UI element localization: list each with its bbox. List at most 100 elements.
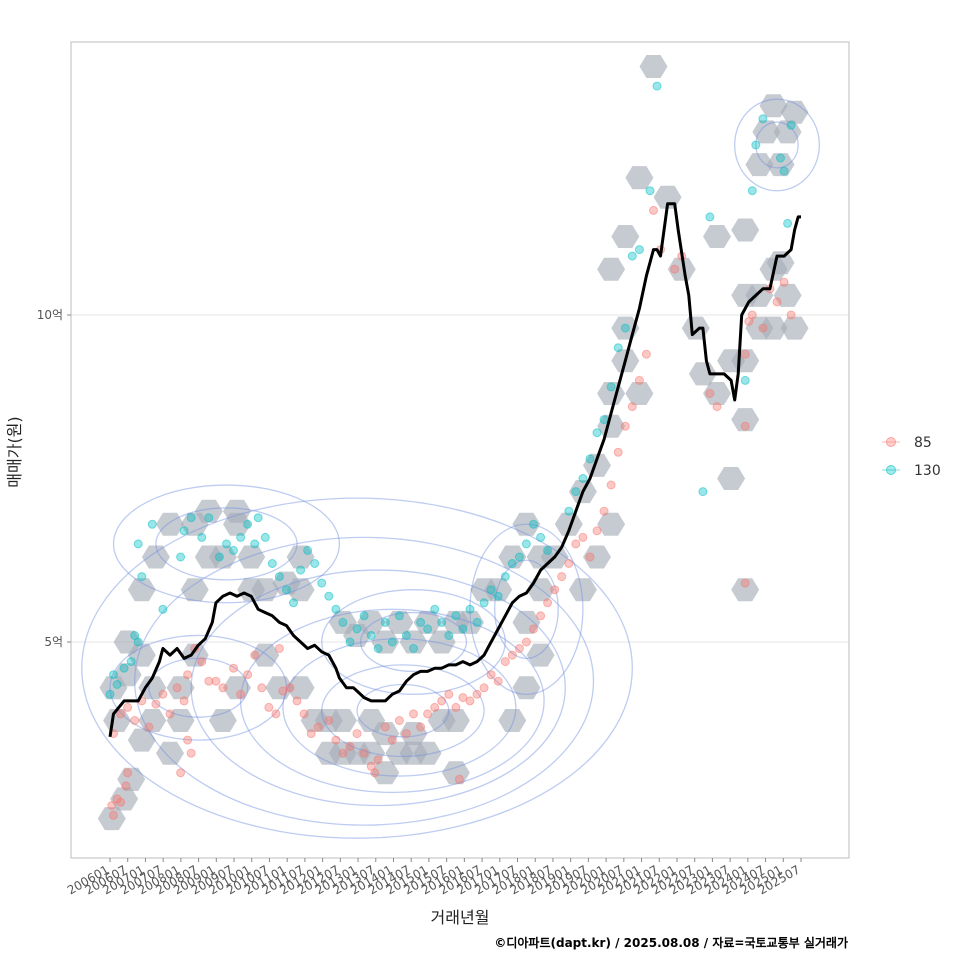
- point-130-60: [521, 539, 531, 549]
- point-85-91: [740, 349, 750, 359]
- point-85-11: [144, 722, 154, 732]
- hexbin-73: [498, 709, 527, 732]
- point-130-32: [324, 591, 334, 601]
- point-130-13: [186, 513, 196, 523]
- hexbin-39: [328, 709, 357, 732]
- point-85-5: [123, 768, 133, 778]
- density-contour-12: [148, 657, 249, 718]
- hexbin-93: [703, 382, 731, 405]
- point-130-61: [529, 519, 538, 529]
- y-tick-label-0: 5억: [44, 635, 63, 649]
- hexbin-28: [208, 709, 237, 732]
- point-85-85: [649, 205, 658, 215]
- hexbin-44: [371, 761, 400, 785]
- hexbin-86: [611, 225, 640, 248]
- hexbin-25: [237, 545, 266, 569]
- point-85-78: [599, 506, 609, 516]
- point-130-73: [627, 251, 637, 261]
- point-85-67: [521, 637, 531, 647]
- point-130-62: [536, 532, 546, 542]
- point-85-32: [271, 709, 281, 719]
- point-85-7: [116, 709, 126, 719]
- point-85-65: [507, 650, 517, 660]
- point-130-67: [585, 454, 595, 464]
- point-85-83: [634, 375, 644, 385]
- hexbin-67: [512, 610, 541, 634]
- median-price-line: [108, 202, 801, 738]
- hexbin-76: [583, 453, 611, 477]
- point-85-101: [370, 768, 380, 778]
- point-130-19: [236, 532, 246, 542]
- point-85-61: [479, 683, 489, 693]
- hexbin-13: [156, 512, 184, 536]
- point-130-81: [751, 140, 761, 150]
- point-85-77: [592, 526, 602, 536]
- density-contour-10: [155, 507, 298, 581]
- point-130-44: [409, 644, 418, 653]
- hexbin-74: [554, 512, 583, 536]
- hexbin-106: [745, 153, 774, 177]
- point-85-56: [444, 689, 454, 699]
- point-130-29: [303, 545, 313, 555]
- point-130-14: [197, 532, 207, 542]
- hexbin-56: [371, 630, 400, 654]
- point-130-39: [373, 644, 383, 653]
- point-85-48: [387, 735, 397, 745]
- x-axis-title: 거래년월: [431, 908, 490, 927]
- point-85-90: [712, 402, 722, 412]
- point-85-17: [183, 670, 193, 680]
- point-85-64: [500, 657, 510, 667]
- point-85-52: [416, 722, 426, 732]
- point-130-37: [359, 611, 369, 621]
- point-85-58: [458, 693, 468, 703]
- hexbin-18: [180, 578, 209, 602]
- point-130-15: [204, 513, 214, 523]
- hexbin-65: [498, 545, 527, 569]
- point-85-59: [465, 696, 475, 706]
- point-85-21: [183, 735, 193, 745]
- point-85-44: [359, 748, 369, 758]
- chart-caption: ©디아파트(dapt.kr) / 2025.08.08 / 자료=국토교통부 실…: [494, 935, 848, 950]
- point-130-9: [147, 519, 157, 529]
- density-contours: [81, 98, 821, 839]
- hexbin-95: [717, 467, 746, 490]
- hexbin-45: [371, 722, 400, 746]
- point-130-4: [126, 657, 136, 667]
- hexbin-90: [667, 257, 696, 281]
- hexbin-62: [456, 610, 484, 634]
- density-contour-2: [190, 569, 566, 807]
- point-130-63: [543, 545, 553, 555]
- hexbin-32: [286, 545, 315, 569]
- point-130-7: [137, 572, 147, 582]
- point-85-89: [705, 389, 715, 398]
- point-85-19: [197, 657, 207, 667]
- hexbin-107: [752, 120, 781, 144]
- point-130-64: [564, 506, 574, 516]
- hexbin-27: [223, 676, 251, 700]
- point-85-3: [116, 797, 126, 807]
- point-85-0: [107, 801, 117, 810]
- point-85-102: [454, 774, 464, 784]
- y-axis-ticks: 5억 10억: [37, 308, 71, 649]
- y-tick-label-1: 10억: [37, 308, 63, 322]
- point-85-71: [550, 585, 560, 595]
- point-85-93: [747, 310, 757, 320]
- point-130-69: [599, 415, 609, 425]
- point-85-97: [779, 277, 789, 287]
- point-85-4: [121, 781, 131, 791]
- point-85-29: [250, 650, 260, 660]
- point-85-28: [243, 670, 253, 680]
- hexbin-49: [413, 741, 442, 765]
- hexbin-87: [625, 166, 654, 190]
- point-130-59: [514, 552, 524, 562]
- hexbin-110: [780, 100, 809, 124]
- point-85-87: [670, 264, 680, 274]
- point-85-62: [486, 670, 496, 680]
- point-130-0: [105, 689, 115, 699]
- hexbin-60: [427, 630, 456, 654]
- point-130-21: [250, 539, 260, 549]
- point-130-41: [387, 637, 397, 647]
- point-130-6: [133, 637, 143, 647]
- point-85-74: [571, 539, 581, 549]
